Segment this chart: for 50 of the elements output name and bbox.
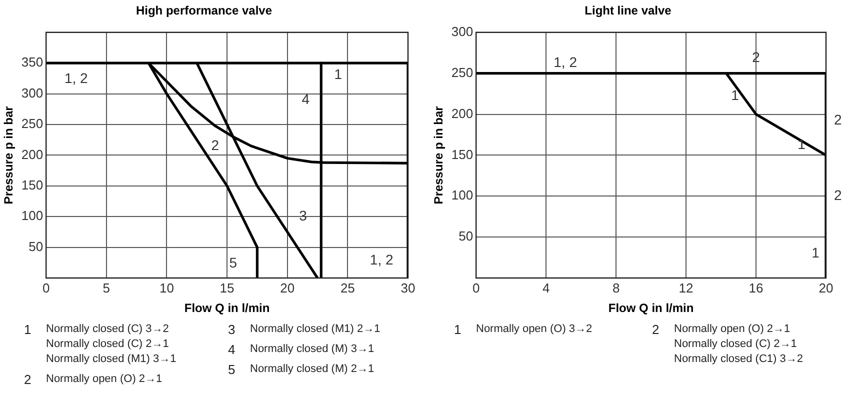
chart-title: High performance valve (136, 4, 272, 18)
annotation: 1, 2 (370, 252, 394, 268)
text: 2 (834, 112, 842, 128)
text: 2 Normally open (O) 2→1 (24, 372, 162, 387)
y-axis-title: Pressure p in bar (432, 106, 446, 204)
text: 1 Normally open (O) 3→2 (454, 322, 592, 337)
y-axis-title: Pressure p in bar (2, 106, 16, 204)
y-tick-label: 50 (458, 228, 474, 244)
text: 2 Normally open (O) 2→1 Normally closed (C) 2→1 Normally closed (C1) 3→2 (652, 322, 803, 367)
x-tick-label: 5 (102, 280, 110, 296)
annotation: 2 (211, 136, 220, 153)
y-tick-label: 350 (21, 54, 44, 70)
x-axis-title: Flow Q in l/min (184, 301, 270, 316)
text: 3 Normally closed (M1) 2→1 (228, 322, 380, 337)
y-tick-label: 250 (451, 64, 474, 80)
y-tick-label: 150 (451, 146, 474, 162)
text: 1 Normally closed (C) 3→2 Normally closed (C) 2→1 Normally closed (M1) 3→1 (24, 322, 176, 367)
y-tick-label: 300 (451, 24, 474, 39)
annotation: 1 (334, 66, 342, 82)
annotation: 5 (229, 254, 238, 271)
x-tick-label: 4 (542, 280, 550, 296)
text: 5 Normally closed (M) 2→1 (228, 362, 374, 377)
x-tick-label: 25 (340, 280, 355, 296)
x-tick-label: 20 (280, 280, 295, 296)
y-tick-label: 300 (21, 85, 44, 100)
annotation: 4 (302, 90, 310, 107)
y-tick-label: 200 (451, 106, 474, 121)
x-tick-label: 0 (42, 280, 50, 296)
annotation: 1, 2 (64, 70, 88, 86)
x-tick-label: 30 (400, 280, 416, 296)
annotation: 1, 2 (554, 54, 578, 70)
x-tick-label: 16 (748, 280, 764, 296)
text: 4 Normally closed (M) 3→1 (228, 342, 374, 357)
chart-title: Light line valve (584, 4, 672, 18)
text: 2 (834, 187, 842, 204)
x-tick-label: 0 (472, 280, 480, 296)
x-tick-label: 15 (220, 280, 234, 296)
x-tick-label: 10 (159, 280, 174, 296)
y-tick-label: 250 (21, 116, 44, 132)
annotation: 1 (731, 87, 740, 104)
y-tick-label: 50 (28, 238, 44, 254)
x-tick-label: 12 (678, 280, 694, 296)
y-tick-label: 200 (21, 146, 44, 162)
y-tick-label: 100 (21, 208, 44, 224)
x-tick-label: 8 (612, 280, 620, 296)
y-tick-label: 100 (451, 188, 474, 203)
x-axis-title: Flow Q in l/min (608, 301, 694, 316)
annotation: 1 (812, 244, 820, 260)
x-tick-label: 20 (818, 280, 834, 296)
y-tick-label: 150 (21, 177, 44, 192)
